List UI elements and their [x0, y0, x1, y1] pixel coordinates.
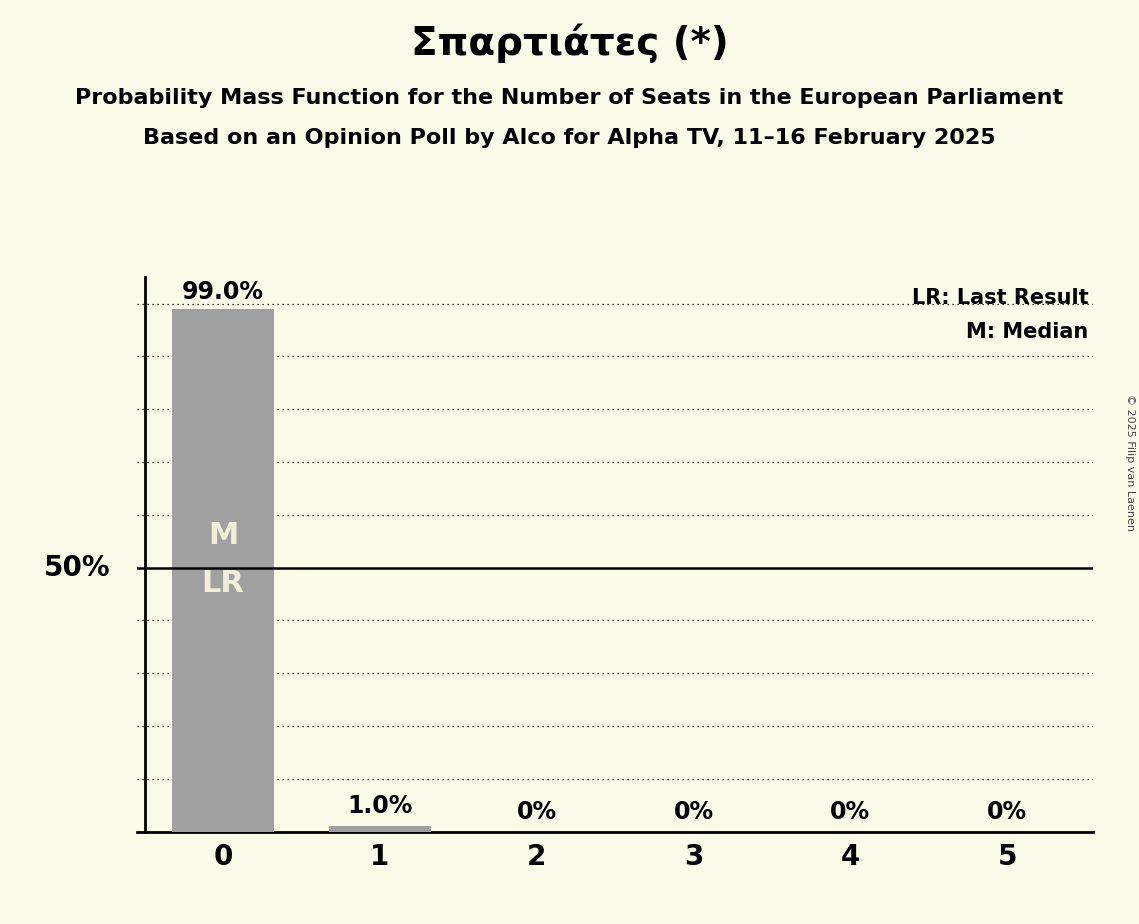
Text: 0%: 0%: [830, 799, 870, 823]
Text: 0%: 0%: [988, 799, 1027, 823]
Text: 1.0%: 1.0%: [347, 795, 412, 819]
Bar: [172, 309, 273, 832]
Text: LR: LR: [202, 569, 245, 598]
Bar: [329, 826, 431, 832]
Text: LR: Last Result: LR: Last Result: [912, 287, 1089, 308]
Text: M: M: [207, 521, 238, 551]
Text: 50%: 50%: [43, 553, 110, 581]
Text: Σπαρτιάτες (*): Σπαρτιάτες (*): [411, 23, 728, 63]
Text: 0%: 0%: [673, 799, 713, 823]
Text: © 2025 Filip van Laenen: © 2025 Filip van Laenen: [1125, 394, 1134, 530]
Text: M: Median: M: Median: [967, 322, 1089, 342]
Text: 0%: 0%: [517, 799, 557, 823]
Text: Based on an Opinion Poll by Alco for Alpha TV, 11–16 February 2025: Based on an Opinion Poll by Alco for Alp…: [144, 128, 995, 148]
Text: 99.0%: 99.0%: [182, 280, 264, 304]
Text: Probability Mass Function for the Number of Seats in the European Parliament: Probability Mass Function for the Number…: [75, 88, 1064, 108]
